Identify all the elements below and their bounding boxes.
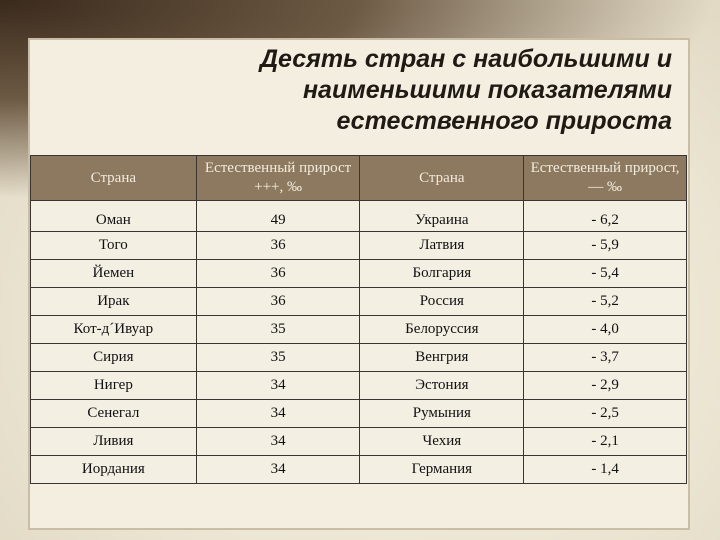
- title-line-3: естественного прироста: [336, 107, 672, 135]
- header-growth-high: Естественный прирост +++, ‰: [195, 155, 361, 201]
- table-row: Нигер 34 Эстония - 2,9: [30, 371, 687, 400]
- table-row: Того 36 Латвия - 5,9: [30, 231, 687, 260]
- cell-country-low: Чехия: [359, 427, 525, 456]
- cell-growth-high: 34: [195, 399, 361, 428]
- cell-growth-low: - 6,2: [523, 200, 687, 232]
- cell-growth-low: - 3,7: [523, 343, 687, 372]
- cell-growth-low: - 2,1: [523, 427, 687, 456]
- cell-growth-low: - 1,4: [523, 455, 687, 484]
- cell-country-low: Украина: [359, 200, 525, 232]
- cell-country-low: Германия: [359, 455, 525, 484]
- cell-growth-high: 36: [195, 231, 361, 260]
- growth-table: Страна Естественный прирост +++, ‰ Стран…: [30, 155, 687, 484]
- slide-title: Десять стран с наибольшими и наименьшими…: [132, 44, 672, 137]
- table-row: Оман 49 Украина - 6,2: [30, 200, 687, 232]
- cell-growth-high: 35: [195, 315, 361, 344]
- cell-growth-low: - 5,2: [523, 287, 687, 316]
- cell-country-low: Венгрия: [359, 343, 525, 372]
- cell-country-low: Белоруссия: [359, 315, 525, 344]
- cell-country-high: Ирак: [30, 287, 197, 316]
- cell-growth-high: 34: [195, 427, 361, 456]
- header-growth-low: Естественный прирост, — ‰: [523, 155, 687, 201]
- cell-country-low: Эстония: [359, 371, 525, 400]
- table-row: Ливия 34 Чехия - 2,1: [30, 427, 687, 456]
- title-line-1: Десять стран с наибольшими и: [259, 45, 672, 73]
- cell-country-low: Россия: [359, 287, 525, 316]
- cell-country-high: Ливия: [30, 427, 197, 456]
- table-row: Ирак 36 Россия - 5,2: [30, 287, 687, 316]
- cell-growth-high: 36: [195, 287, 361, 316]
- cell-country-high: Нигер: [30, 371, 197, 400]
- cell-country-high: Того: [30, 231, 197, 260]
- cell-growth-high: 34: [195, 455, 361, 484]
- cell-growth-high: 35: [195, 343, 361, 372]
- cell-growth-low: - 5,4: [523, 259, 687, 288]
- cell-growth-high: 49: [195, 200, 361, 232]
- title-line-2: наименьшими показателями: [302, 76, 672, 104]
- cell-growth-high: 34: [195, 371, 361, 400]
- cell-country-high: Кот-д´Ивуар: [30, 315, 197, 344]
- header-country-low: Страна: [359, 155, 525, 201]
- table-row: Сенегал 34 Румыния - 2,5: [30, 399, 687, 428]
- cell-country-high: Иордания: [30, 455, 197, 484]
- table-row: Сирия 35 Венгрия - 3,7: [30, 343, 687, 372]
- cell-growth-low: - 5,9: [523, 231, 687, 260]
- table-row: Йемен 36 Болгария - 5,4: [30, 259, 687, 288]
- cell-growth-high: 36: [195, 259, 361, 288]
- cell-country-high: Сенегал: [30, 399, 197, 428]
- table-row: Кот-д´Ивуар 35 Белоруссия - 4,0: [30, 315, 687, 344]
- cell-country-high: Йемен: [30, 259, 197, 288]
- cell-growth-low: - 2,5: [523, 399, 687, 428]
- cell-country-low: Болгария: [359, 259, 525, 288]
- cell-growth-low: - 4,0: [523, 315, 687, 344]
- cell-country-high: Сирия: [30, 343, 197, 372]
- cell-growth-low: - 2,9: [523, 371, 687, 400]
- cell-country-low: Румыния: [359, 399, 525, 428]
- header-country-high: Страна: [30, 155, 197, 201]
- cell-country-low: Латвия: [359, 231, 525, 260]
- table-header-row: Страна Естественный прирост +++, ‰ Стран…: [30, 155, 687, 201]
- cell-country-high: Оман: [30, 200, 197, 232]
- table-row: Иордания 34 Германия - 1,4: [30, 455, 687, 484]
